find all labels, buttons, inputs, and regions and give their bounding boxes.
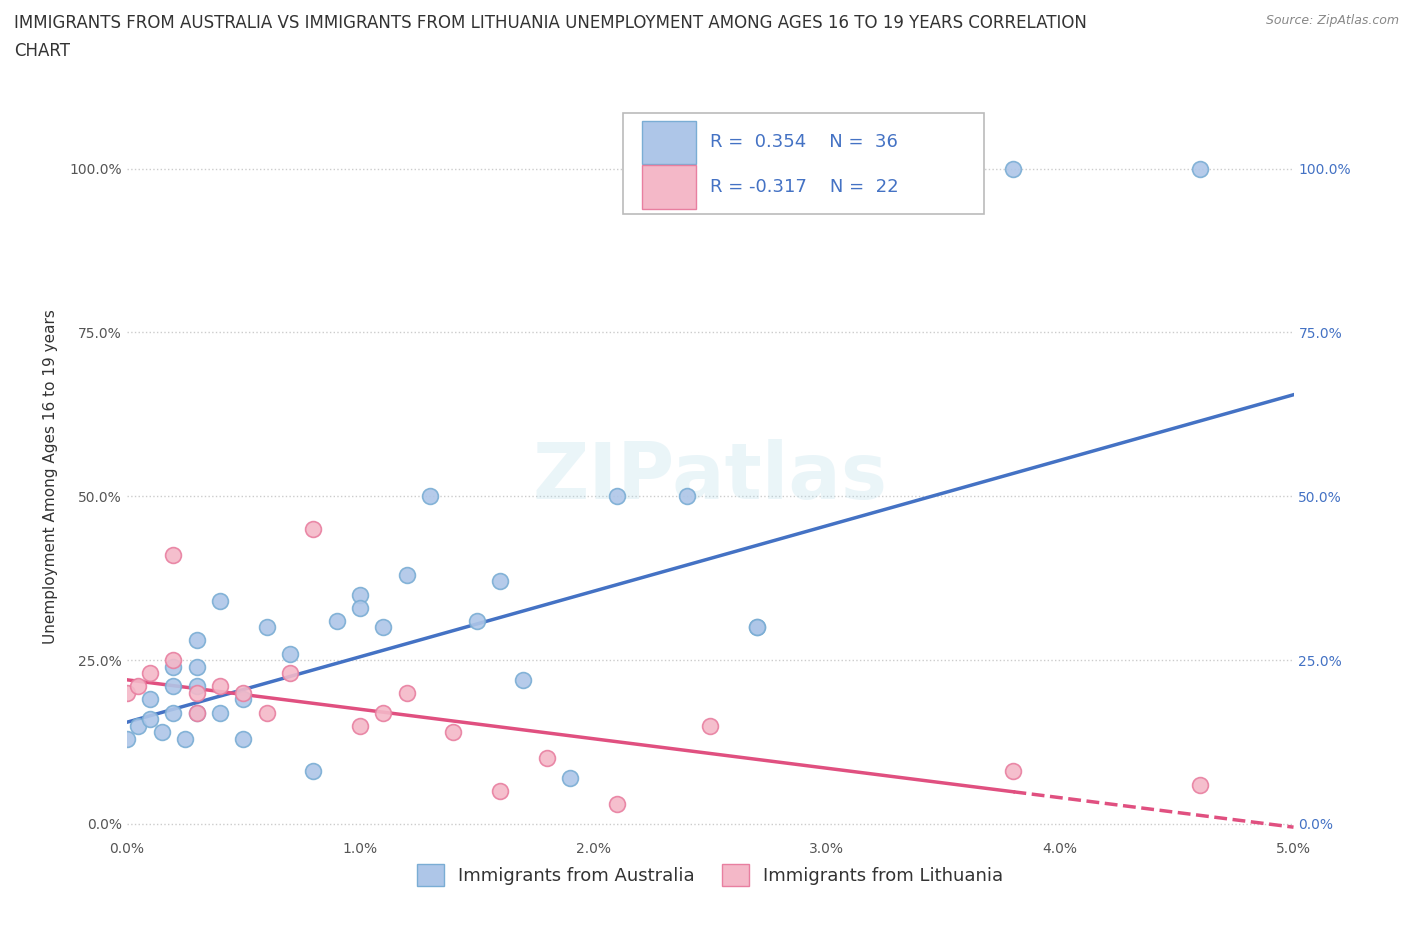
Point	[1189, 777, 1212, 792]
Point	[186, 659, 208, 674]
Point	[162, 653, 184, 668]
Point	[162, 659, 184, 674]
Point	[232, 685, 254, 700]
Text: R =  0.354    N =  36: R = 0.354 N = 36	[710, 134, 898, 152]
Point	[186, 633, 208, 648]
Point	[349, 718, 371, 733]
Point	[232, 731, 254, 746]
Legend: Immigrants from Australia, Immigrants from Lithuania: Immigrants from Australia, Immigrants fr…	[409, 857, 1011, 893]
Point	[675, 489, 697, 504]
Point	[115, 731, 138, 746]
Point	[115, 685, 138, 700]
Point	[208, 705, 231, 720]
FancyBboxPatch shape	[623, 113, 984, 214]
Point	[256, 705, 278, 720]
Point	[395, 685, 418, 700]
Point	[162, 679, 184, 694]
Point	[373, 705, 395, 720]
Point	[349, 587, 371, 602]
Point	[419, 489, 441, 504]
Point	[186, 705, 208, 720]
Point	[699, 718, 721, 733]
Text: R = -0.317    N =  22: R = -0.317 N = 22	[710, 178, 898, 195]
Point	[186, 685, 208, 700]
Point	[441, 724, 464, 739]
Point	[208, 593, 231, 608]
Point	[127, 679, 149, 694]
Point	[208, 679, 231, 694]
Point	[465, 614, 488, 629]
Text: Source: ZipAtlas.com: Source: ZipAtlas.com	[1265, 14, 1399, 27]
Point	[278, 666, 301, 681]
Point	[139, 711, 162, 726]
Point	[302, 522, 325, 537]
Point	[186, 705, 208, 720]
Point	[1002, 161, 1025, 176]
Point	[745, 620, 768, 635]
Point	[302, 764, 325, 779]
Y-axis label: Unemployment Among Ages 16 to 19 years: Unemployment Among Ages 16 to 19 years	[44, 309, 58, 644]
Point	[489, 574, 512, 589]
Point	[139, 692, 162, 707]
Point	[489, 784, 512, 799]
FancyBboxPatch shape	[643, 165, 696, 208]
Point	[1189, 161, 1212, 176]
Point	[256, 620, 278, 635]
Point	[162, 705, 184, 720]
Point	[349, 600, 371, 615]
Point	[325, 614, 347, 629]
Point	[186, 679, 208, 694]
Point	[174, 731, 197, 746]
Point	[536, 751, 558, 765]
Point	[1002, 764, 1025, 779]
Point	[512, 672, 534, 687]
Point	[139, 666, 162, 681]
FancyBboxPatch shape	[643, 121, 696, 165]
Point	[606, 489, 628, 504]
Point	[373, 620, 395, 635]
Text: ZIPatlas: ZIPatlas	[533, 439, 887, 514]
Point	[395, 567, 418, 582]
Text: CHART: CHART	[14, 42, 70, 60]
Point	[127, 718, 149, 733]
Point	[606, 797, 628, 812]
Point	[278, 646, 301, 661]
Point	[745, 620, 768, 635]
Point	[232, 692, 254, 707]
Point	[150, 724, 173, 739]
Point	[558, 771, 581, 786]
Text: IMMIGRANTS FROM AUSTRALIA VS IMMIGRANTS FROM LITHUANIA UNEMPLOYMENT AMONG AGES 1: IMMIGRANTS FROM AUSTRALIA VS IMMIGRANTS …	[14, 14, 1087, 32]
Point	[162, 548, 184, 563]
